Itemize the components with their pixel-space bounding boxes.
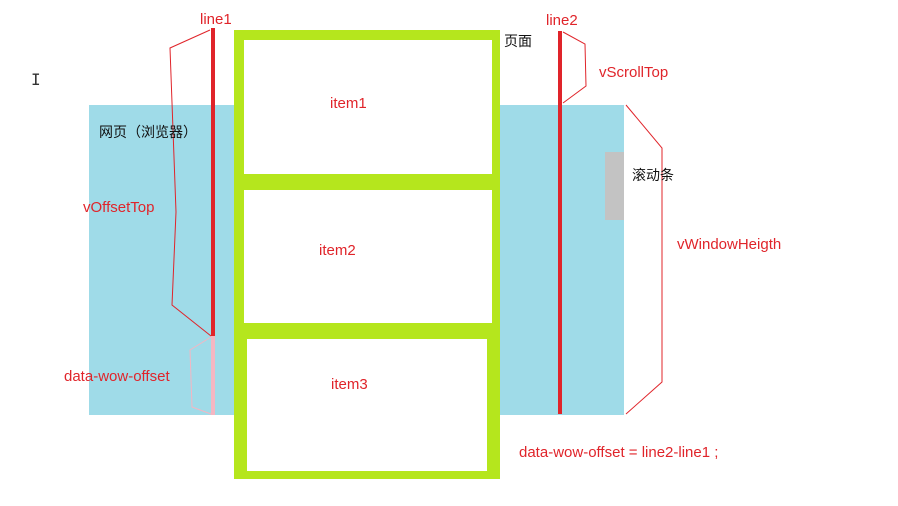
item-3-box	[247, 339, 487, 471]
data-wow-offset-label: data-wow-offset	[64, 368, 170, 385]
vWindowHeigth-label: vWindowHeigth	[677, 236, 782, 253]
vWindowHeigth-brace	[625, 104, 663, 415]
vScrollTop-brace	[562, 31, 587, 104]
vOffsetTop-label: vOffsetTop	[83, 199, 155, 216]
item1-label: item1	[330, 95, 367, 112]
vScrollTop-label: vScrollTop	[599, 64, 669, 81]
line2-label: line2	[546, 12, 578, 29]
item3-label: item3	[331, 376, 368, 393]
formula-label: data-wow-offset = line2-line1 ;	[519, 444, 719, 461]
text-cursor-icon: I	[31, 70, 41, 89]
data-wow-offset-brace	[189, 336, 212, 415]
item-1-box	[244, 40, 492, 174]
vOffsetTop-brace	[169, 29, 212, 337]
item-2-box	[244, 190, 492, 323]
page-label: 页面	[504, 33, 532, 49]
line1-label: line1	[200, 11, 232, 28]
scrollbar-thumb	[605, 152, 624, 220]
browser-label: 网页（浏览器）	[99, 124, 197, 140]
scrollbar-label: 滚动条	[632, 167, 674, 183]
item2-label: item2	[319, 242, 356, 259]
